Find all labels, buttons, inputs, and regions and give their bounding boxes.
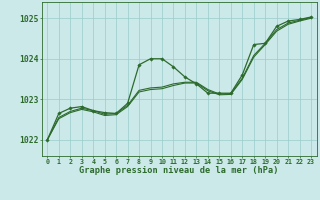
X-axis label: Graphe pression niveau de la mer (hPa): Graphe pression niveau de la mer (hPa): [79, 166, 279, 175]
